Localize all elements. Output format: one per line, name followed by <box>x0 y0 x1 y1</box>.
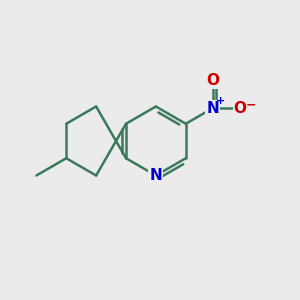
Text: −: − <box>245 99 256 112</box>
Text: O: O <box>234 101 247 116</box>
Text: N: N <box>206 101 219 116</box>
Text: N: N <box>149 168 162 183</box>
Text: O: O <box>206 73 219 88</box>
Text: +: + <box>215 96 225 106</box>
